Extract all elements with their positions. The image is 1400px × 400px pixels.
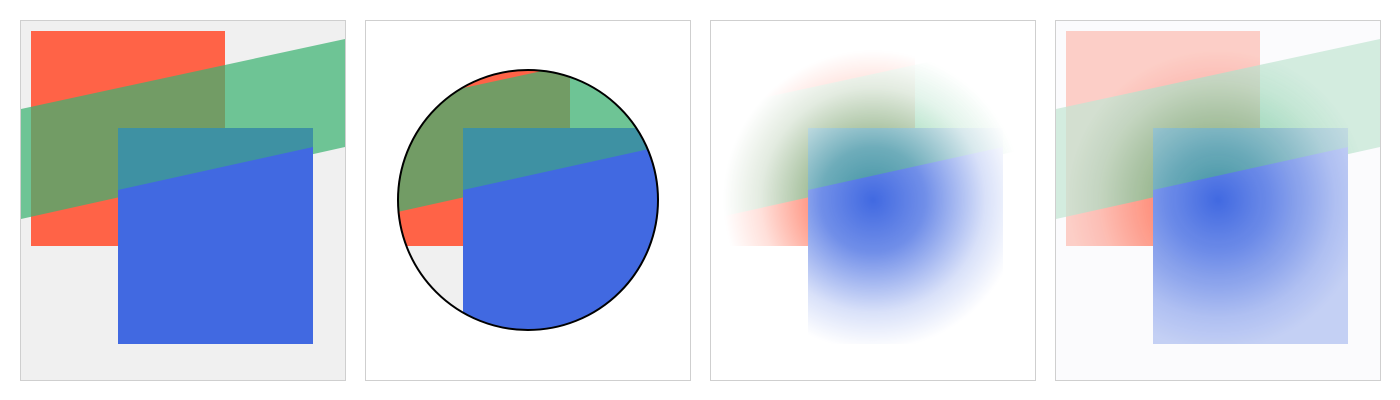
panel-circle-clip: [365, 20, 691, 381]
circle-outline: [397, 69, 659, 331]
panel-radial-mask: [710, 20, 1036, 381]
green-band-overlay: [1153, 128, 1348, 190]
panel-plain: [20, 20, 346, 381]
green-band-overlay: [808, 128, 1003, 190]
green-band-overlay: [463, 128, 658, 190]
panel-radial-mask-faded: [1055, 20, 1381, 381]
panel-plain-canvas: [21, 21, 345, 380]
panel-faded-canvas: [1056, 21, 1380, 380]
panel-radial-canvas: [711, 21, 1035, 380]
masked-group: [711, 31, 1035, 344]
green-band-overlay: [118, 128, 313, 190]
panel-circle-canvas: [366, 21, 690, 380]
masked-group-faded: [1056, 31, 1380, 344]
